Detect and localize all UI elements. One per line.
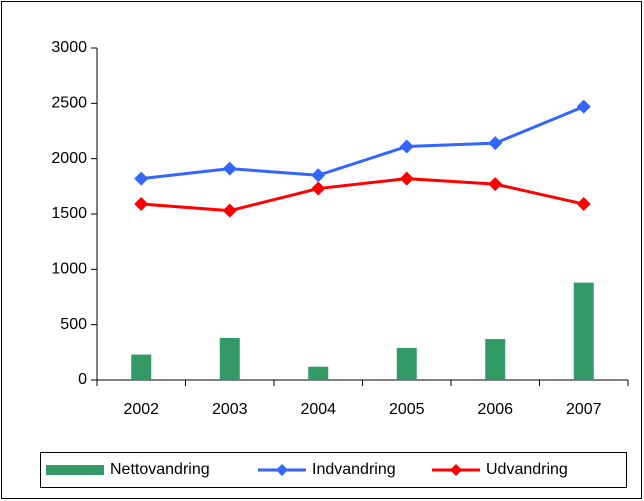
line [141, 177, 585, 213]
bar [219, 337, 240, 380]
marker [134, 171, 149, 186]
bar [308, 366, 329, 380]
legend-label: Nettovandring [110, 461, 210, 478]
marker [311, 181, 326, 196]
y-tick-label: 1500 [51, 205, 87, 222]
marker [222, 161, 237, 176]
x-tick-label: 2003 [212, 401, 248, 418]
marker [576, 99, 591, 114]
marker [399, 171, 414, 186]
x-tick-label: 2006 [477, 401, 513, 418]
bar [485, 339, 506, 380]
legend-label: Indvandring [312, 461, 396, 478]
marker [488, 136, 503, 151]
legend-marker [450, 464, 462, 476]
y-tick-label: 500 [60, 316, 87, 333]
legend-box [40, 452, 627, 488]
line [141, 105, 585, 181]
marker [134, 197, 149, 212]
y-tick-label: 2000 [51, 150, 87, 167]
bar [396, 347, 417, 380]
marker [488, 177, 503, 192]
legend-label: Udvandring [486, 461, 568, 478]
legend-swatch [46, 465, 104, 475]
marker [576, 197, 591, 212]
marker [399, 139, 414, 154]
marker [311, 168, 326, 183]
x-tick-label: 2002 [123, 401, 159, 418]
x-tick-label: 2005 [389, 401, 425, 418]
y-tick-label: 1000 [51, 261, 87, 278]
x-tick-label: 2004 [300, 401, 336, 418]
marker [222, 203, 237, 218]
bar [573, 282, 594, 380]
y-tick-label: 3000 [51, 39, 87, 56]
y-tick-label: 2500 [51, 95, 87, 112]
y-tick-label: 0 [78, 371, 87, 388]
bar [131, 354, 152, 380]
legend-marker [276, 464, 288, 476]
x-tick-label: 2007 [566, 401, 602, 418]
